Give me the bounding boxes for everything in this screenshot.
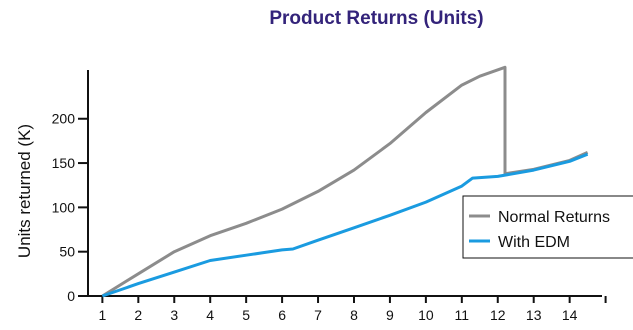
- series-line-normal-returns: [102, 67, 587, 296]
- x-tick-label: 9: [386, 307, 394, 323]
- y-tick-label: 200: [52, 111, 76, 127]
- x-tick-label: 8: [350, 307, 358, 323]
- x-tick-label: 6: [278, 307, 286, 323]
- x-tick-label: 1: [98, 307, 106, 323]
- x-tick-label: 14: [562, 307, 578, 323]
- x-tick-label: 4: [206, 307, 214, 323]
- x-tick-label: 12: [490, 307, 506, 323]
- x-tick-label: 10: [418, 307, 434, 323]
- y-ticks: 0 50 100 150 200: [52, 111, 88, 304]
- x-tick-label: 13: [526, 307, 542, 323]
- x-tick-label: 11: [455, 307, 470, 323]
- y-tick-label: 100: [52, 199, 76, 215]
- x-tick-label: 5: [242, 307, 250, 323]
- legend-label-normal-returns: Normal Returns: [498, 209, 610, 226]
- y-tick-label: 150: [52, 155, 76, 171]
- y-tick-label: 50: [59, 244, 75, 260]
- x-tick-label: 2: [134, 307, 142, 323]
- x-tick-label: 3: [170, 307, 178, 323]
- x-tick-label: 7: [314, 307, 322, 323]
- series-layer: [102, 67, 587, 296]
- legend-label-with-edm: With EDM: [498, 234, 570, 251]
- y-tick-label: 0: [67, 288, 75, 304]
- x-ticks: 1 2 3 4 5 6 7 8 9 10 11 12 13 14: [98, 296, 605, 323]
- y-axis-label: Units returned (K): [15, 124, 34, 258]
- legend: Normal Returns With EDM: [463, 196, 633, 258]
